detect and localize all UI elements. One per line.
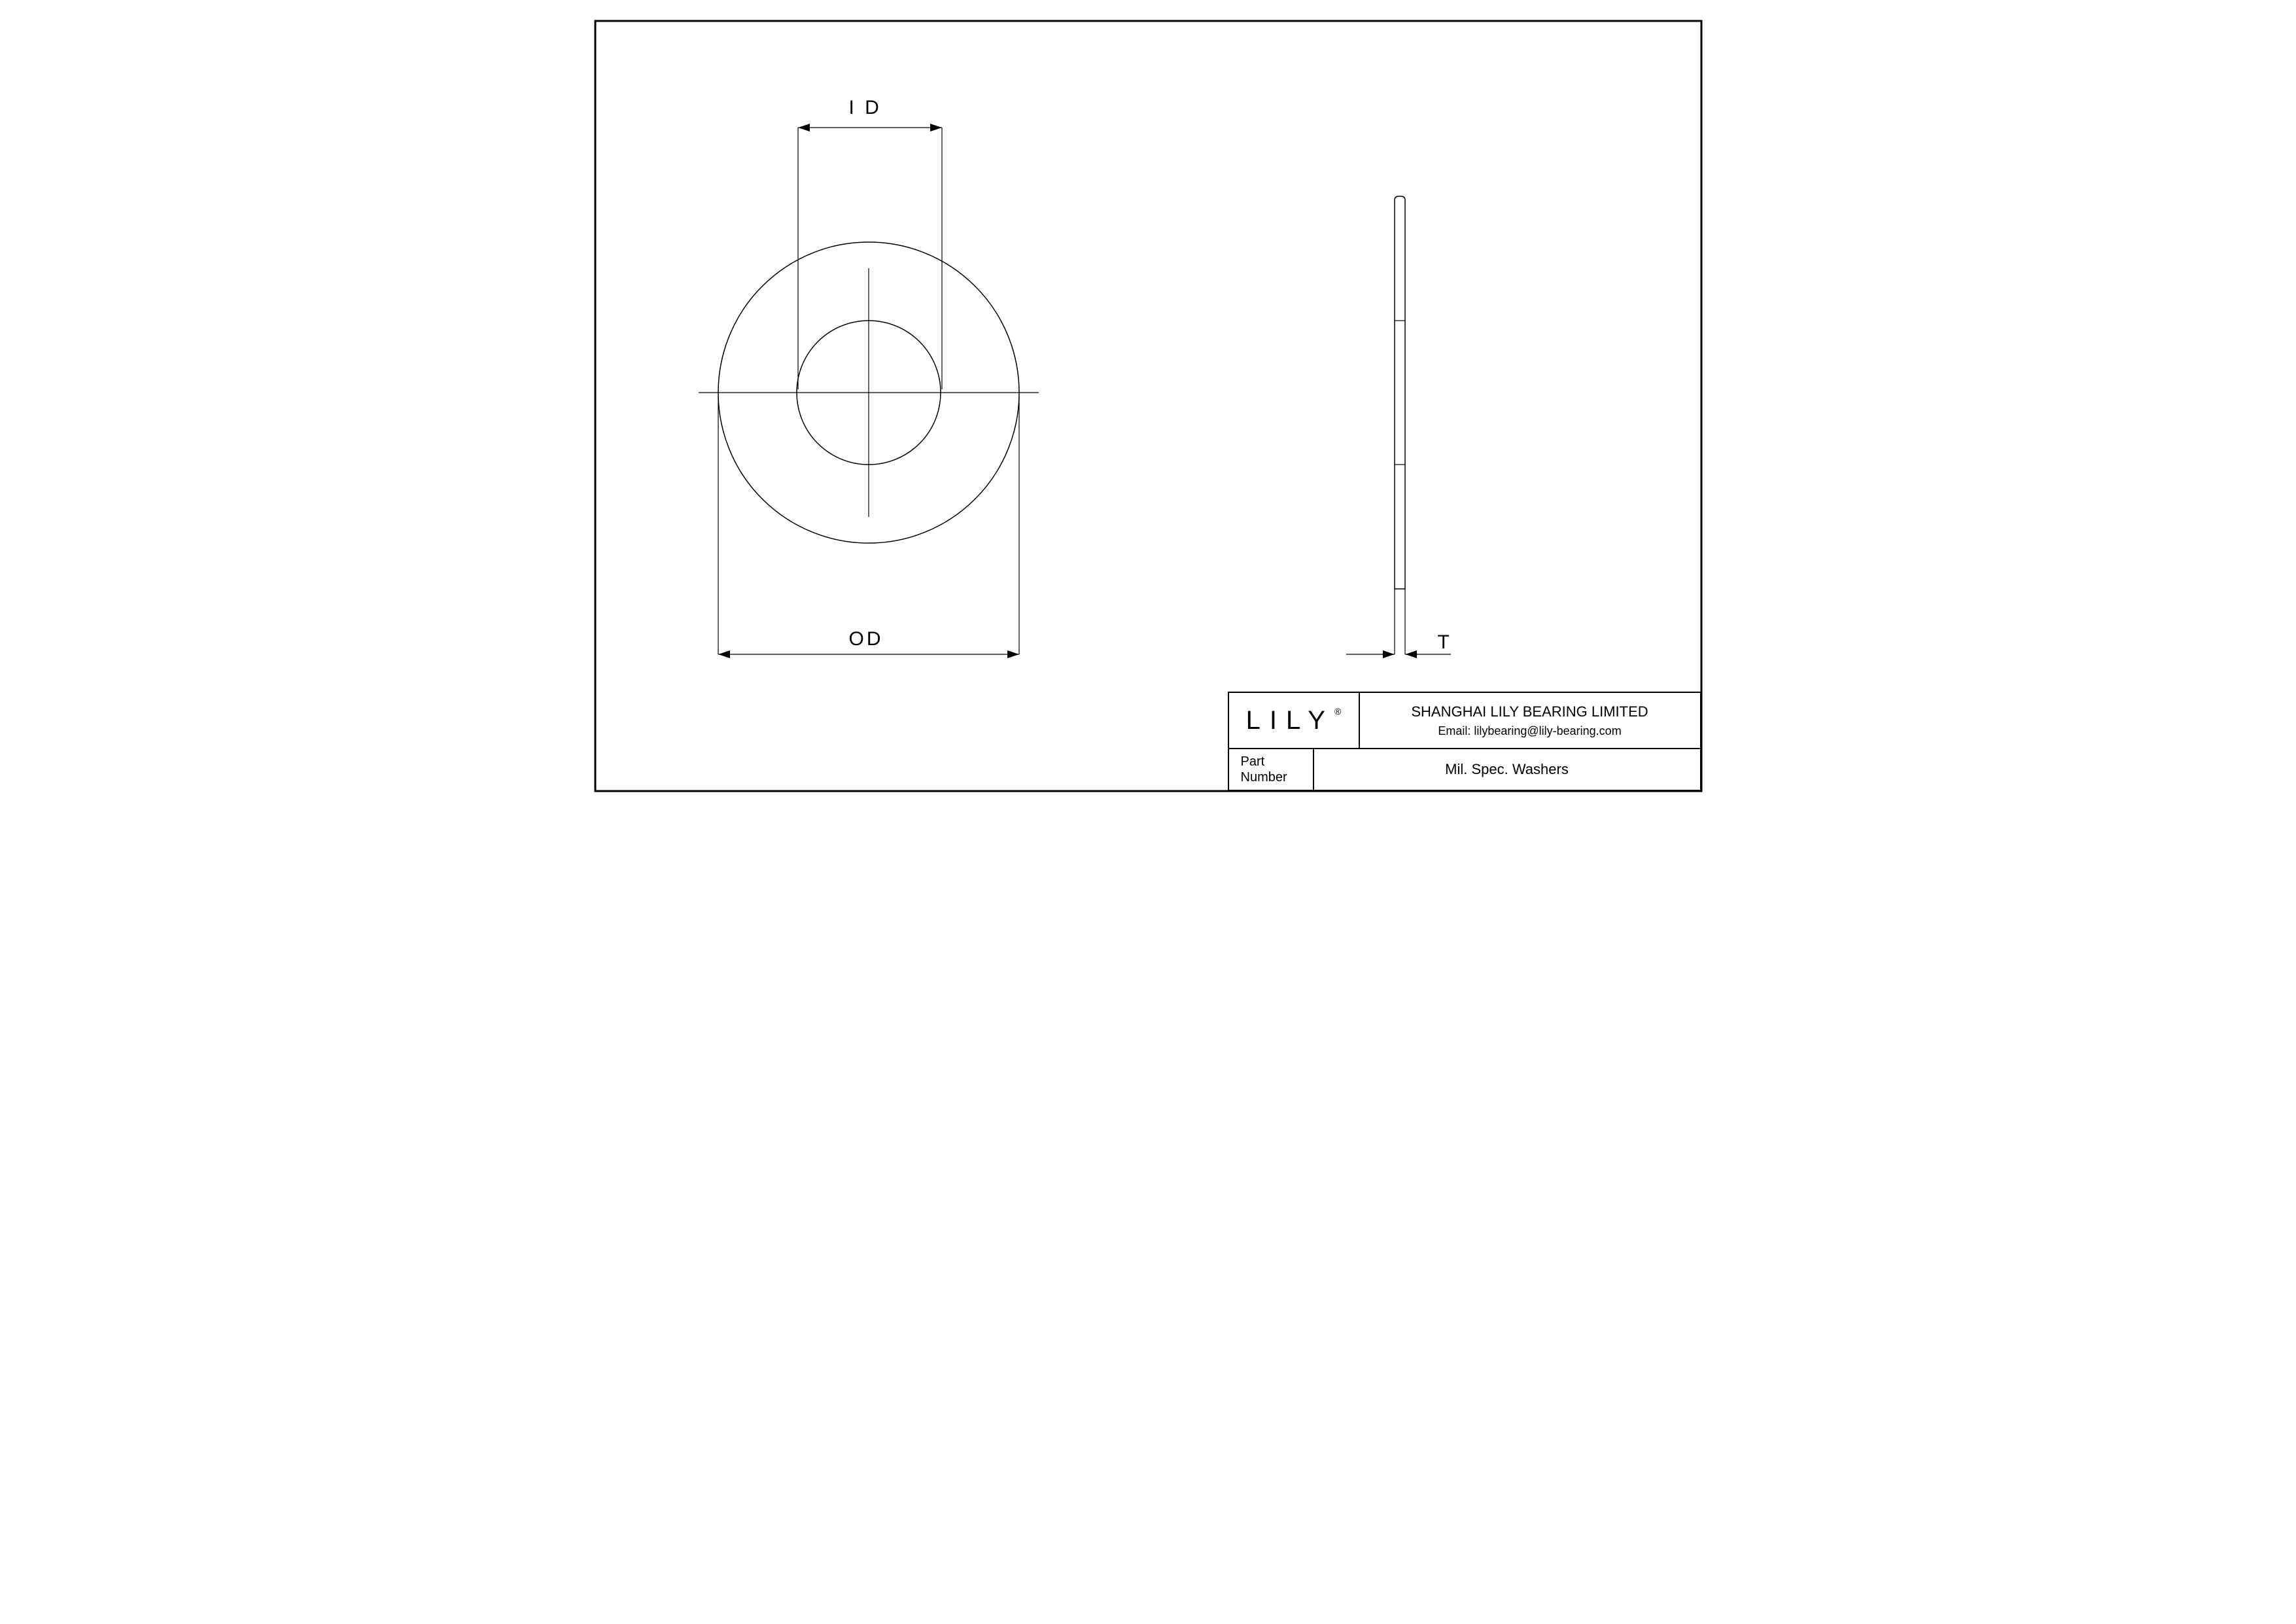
dimension-t xyxy=(1346,650,1451,658)
drawing-sheet: I D OD T LILY® SHANGHAI LILY BEARING LIM… xyxy=(574,0,1722,812)
company-name: SHANGHAI LILY BEARING LIMITED xyxy=(1372,703,1688,720)
arrowhead-right-in xyxy=(1383,650,1395,658)
title-block-row-2: Part Number Mil. Spec. Washers xyxy=(1229,749,1700,790)
company-cell: SHANGHAI LILY BEARING LIMITED Email: lil… xyxy=(1360,693,1700,748)
part-number-label: Part Number xyxy=(1241,754,1301,785)
logo-cell: LILY® xyxy=(1229,693,1360,748)
label-t: T xyxy=(1438,631,1450,654)
label-od: OD xyxy=(849,628,884,650)
side-profile-outline xyxy=(1395,196,1405,589)
company-email: Email: lilybearing@lily-bearing.com xyxy=(1372,724,1688,738)
product-name: Mil. Spec. Washers xyxy=(1445,761,1569,778)
logo-name: LILY xyxy=(1246,706,1334,735)
registered-mark: ® xyxy=(1334,706,1341,716)
product-name-cell: Mil. Spec. Washers xyxy=(1314,749,1700,790)
arrowhead-left xyxy=(798,124,810,132)
arrowhead-left xyxy=(718,650,730,658)
dimension-id xyxy=(798,124,942,389)
technical-drawing-svg xyxy=(574,0,1722,812)
arrowhead-right xyxy=(1007,650,1019,658)
arrowhead-left-in xyxy=(1405,650,1417,658)
arrowhead-right xyxy=(930,124,942,132)
part-number-label-cell: Part Number xyxy=(1229,749,1314,790)
title-block: LILY® SHANGHAI LILY BEARING LIMITED Emai… xyxy=(1228,692,1701,791)
sheet-border xyxy=(595,21,1701,791)
side-view xyxy=(1395,196,1405,654)
front-view xyxy=(699,242,1039,543)
logo-text: LILY® xyxy=(1246,706,1342,735)
label-id: I D xyxy=(849,97,882,119)
title-block-row-1: LILY® SHANGHAI LILY BEARING LIMITED Emai… xyxy=(1229,693,1700,749)
